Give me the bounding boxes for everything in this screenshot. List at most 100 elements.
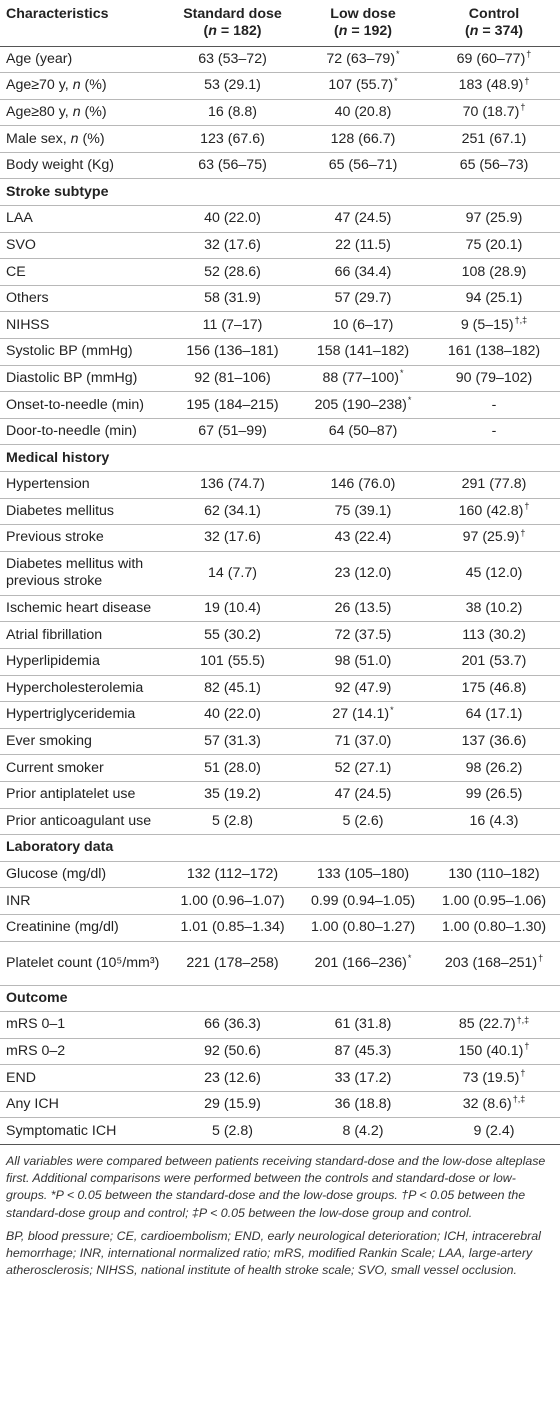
row-label: END: [0, 1064, 167, 1092]
low-dose-cell: 27 (14.1)*: [298, 701, 428, 729]
footnote-abbreviations: BP, blood pressure; CE, cardioembolism; …: [6, 1228, 541, 1278]
cell-value: 201 (53.7): [461, 653, 527, 670]
table-row: NIHSS 11 (7–17) 10 (6–17) 9 (5–15)†,‡: [0, 311, 560, 340]
low-dose-cell: 8 (4.2): [298, 1117, 428, 1146]
cell-value: 113 (30.2): [462, 626, 526, 643]
control-cell: -: [428, 418, 560, 446]
control-cell: 69 (60–77)†: [428, 46, 560, 74]
cell-value: 64 (50–87): [328, 423, 398, 440]
table-row: mRS 0–1 66 (36.3) 61 (31.8) 85 (22.7)†,‡: [0, 1011, 560, 1039]
row-label: Hyperlipidemia: [0, 648, 167, 676]
cell-value: 92 (81–106): [194, 369, 271, 386]
row-label: Age (year): [0, 46, 167, 74]
cell-value: 29 (15.9): [204, 1096, 261, 1113]
low-dose-cell: 23 (12.0): [298, 551, 428, 596]
header-count: (n = 192): [334, 23, 392, 39]
control-cell: 251 (67.1): [428, 125, 560, 153]
cell-value: 158 (141–182): [316, 343, 410, 360]
control-cell: 1.00 (0.95–1.06): [428, 887, 560, 915]
table-row: Male sex, n (%) 123 (67.6) 128 (66.7) 251 (…: [0, 125, 560, 153]
cell-value: 97 (25.9): [462, 529, 520, 546]
row-label: LAA: [0, 205, 167, 233]
cell-value: 5 (2.6): [342, 812, 384, 829]
cell-value: 43 (22.4): [334, 529, 392, 546]
standard-dose-cell: 40 (22.0): [167, 701, 298, 729]
standard-dose-cell: 51 (28.0): [167, 754, 298, 782]
cell-value: 72 (37.5): [334, 626, 392, 643]
standard-dose-cell: 16 (8.8): [167, 99, 298, 127]
standard-dose-cell: 53 (29.1): [167, 72, 298, 100]
cell-value: 66 (34.4): [334, 263, 392, 280]
row-label: Systolic BP (mmHg): [0, 338, 167, 366]
table-row: Diabetes mellitus with previous stroke 14…: [0, 551, 560, 596]
cell-value: 128 (66.7): [330, 130, 396, 147]
row-label: Diabetes mellitus with previous stroke: [0, 551, 167, 596]
row-label: CE: [0, 258, 167, 286]
cell-value: -: [491, 423, 497, 440]
low-dose-cell: 87 (45.3): [298, 1038, 428, 1066]
row-label: Current smoker: [0, 754, 167, 782]
significance-marker: †: [538, 952, 544, 963]
cell-value: 205 (190–238): [314, 396, 407, 413]
significance-marker: †: [520, 102, 526, 113]
cell-value: 92 (47.9): [334, 679, 392, 696]
row-label: mRS 0–2: [0, 1038, 167, 1066]
cell-value: 40 (20.8): [334, 103, 392, 120]
cell-value: 36 (18.8): [334, 1096, 392, 1113]
low-dose-cell: 64 (50–87): [298, 418, 428, 446]
table-row: Systolic BP (mmHg) 156 (136–181) 158 (141–…: [0, 338, 560, 366]
cell-value: 251 (67.1): [461, 130, 527, 147]
table-row: Onset-to-needle (min) 195 (184–215) 205 (1…: [0, 391, 560, 419]
table-row: Diastolic BP (mmHg) 92 (81–106) 88 (77–100…: [0, 365, 560, 393]
cell-value: 69 (60–77): [456, 50, 526, 67]
cell-value: 160 (42.8): [458, 502, 524, 519]
significance-marker: *: [407, 952, 412, 963]
table-row: INR 1.00 (0.96–1.07) 0.99 (0.94–1.05) 1.00 …: [0, 887, 560, 915]
table-row: Diabetes mellitus 62 (34.1) 75 (39.1) 160 (…: [0, 498, 560, 526]
standard-dose-cell: 14 (7.7): [167, 551, 298, 596]
standard-dose-cell: 67 (51–99): [167, 418, 298, 446]
cell-value: 51 (28.0): [204, 759, 261, 776]
table-row: Hypercholesterolemia 82 (45.1) 92 (47.9) 17…: [0, 675, 560, 703]
cell-value: 32 (17.6): [204, 529, 261, 546]
header-label: Low dose: [330, 6, 396, 22]
standard-dose-cell: 58 (31.9): [167, 285, 298, 313]
cell-value: 98 (26.2): [465, 759, 523, 776]
row-label: Body weight (Kg): [0, 152, 167, 180]
cell-value: 133 (105–180): [316, 866, 410, 883]
standard-dose-cell: 195 (184–215): [167, 391, 298, 419]
cell-value: 146 (76.0): [330, 476, 396, 493]
cell-value: 55 (30.2): [204, 626, 261, 643]
cell-value: 38 (10.2): [465, 600, 523, 617]
standard-dose-cell: 92 (50.6): [167, 1038, 298, 1066]
control-cell: 38 (10.2): [428, 595, 560, 623]
low-dose-cell: 57 (29.7): [298, 285, 428, 313]
cell-value: 5 (2.8): [211, 1122, 253, 1139]
control-cell: 160 (42.8)†: [428, 498, 560, 526]
low-dose-cell: 72 (37.5): [298, 621, 428, 649]
control-cell: 203 (168–251)†: [428, 941, 560, 986]
table-row: Age≥80 y, n (%) 16 (8.8) 40 (20.8) 70 (18.7…: [0, 99, 560, 127]
control-cell: 75 (20.1): [428, 232, 560, 260]
cell-value: 65 (56–71): [328, 157, 398, 174]
table-row: Platelet count (10⁵/mm³) 221 (178–258) 201…: [0, 941, 560, 986]
low-dose-cell: 36 (18.8): [298, 1091, 428, 1119]
table-row: Door-to-needle (min) 67 (51–99) 64 (50–87)…: [0, 418, 560, 446]
row-label: Any ICH: [0, 1091, 167, 1119]
cell-value: 101 (55.5): [200, 653, 265, 670]
control-cell: 64 (17.1): [428, 701, 560, 729]
section-header-row: Stroke subtype: [0, 178, 560, 207]
table-row: mRS 0–2 92 (50.6) 87 (45.3) 150 (40.1)†: [0, 1038, 560, 1066]
cell-value: 19 (10.4): [204, 600, 261, 617]
cell-value: 16 (8.8): [208, 103, 257, 120]
cell-value: 136 (74.7): [200, 476, 265, 493]
cell-value: 35 (19.2): [204, 786, 261, 803]
section-title: Stroke subtype: [0, 178, 560, 207]
control-cell: 16 (4.3): [428, 808, 560, 836]
cell-value: 62 (34.1): [204, 502, 261, 519]
table-row: Symptomatic ICH 5 (2.8) 8 (4.2) 9 (2.4): [0, 1117, 560, 1146]
cell-value: 16 (4.3): [469, 812, 519, 829]
cell-value: 130 (110–182): [448, 866, 540, 883]
cell-value: 23 (12.6): [204, 1069, 261, 1086]
low-dose-cell: 158 (141–182): [298, 338, 428, 366]
